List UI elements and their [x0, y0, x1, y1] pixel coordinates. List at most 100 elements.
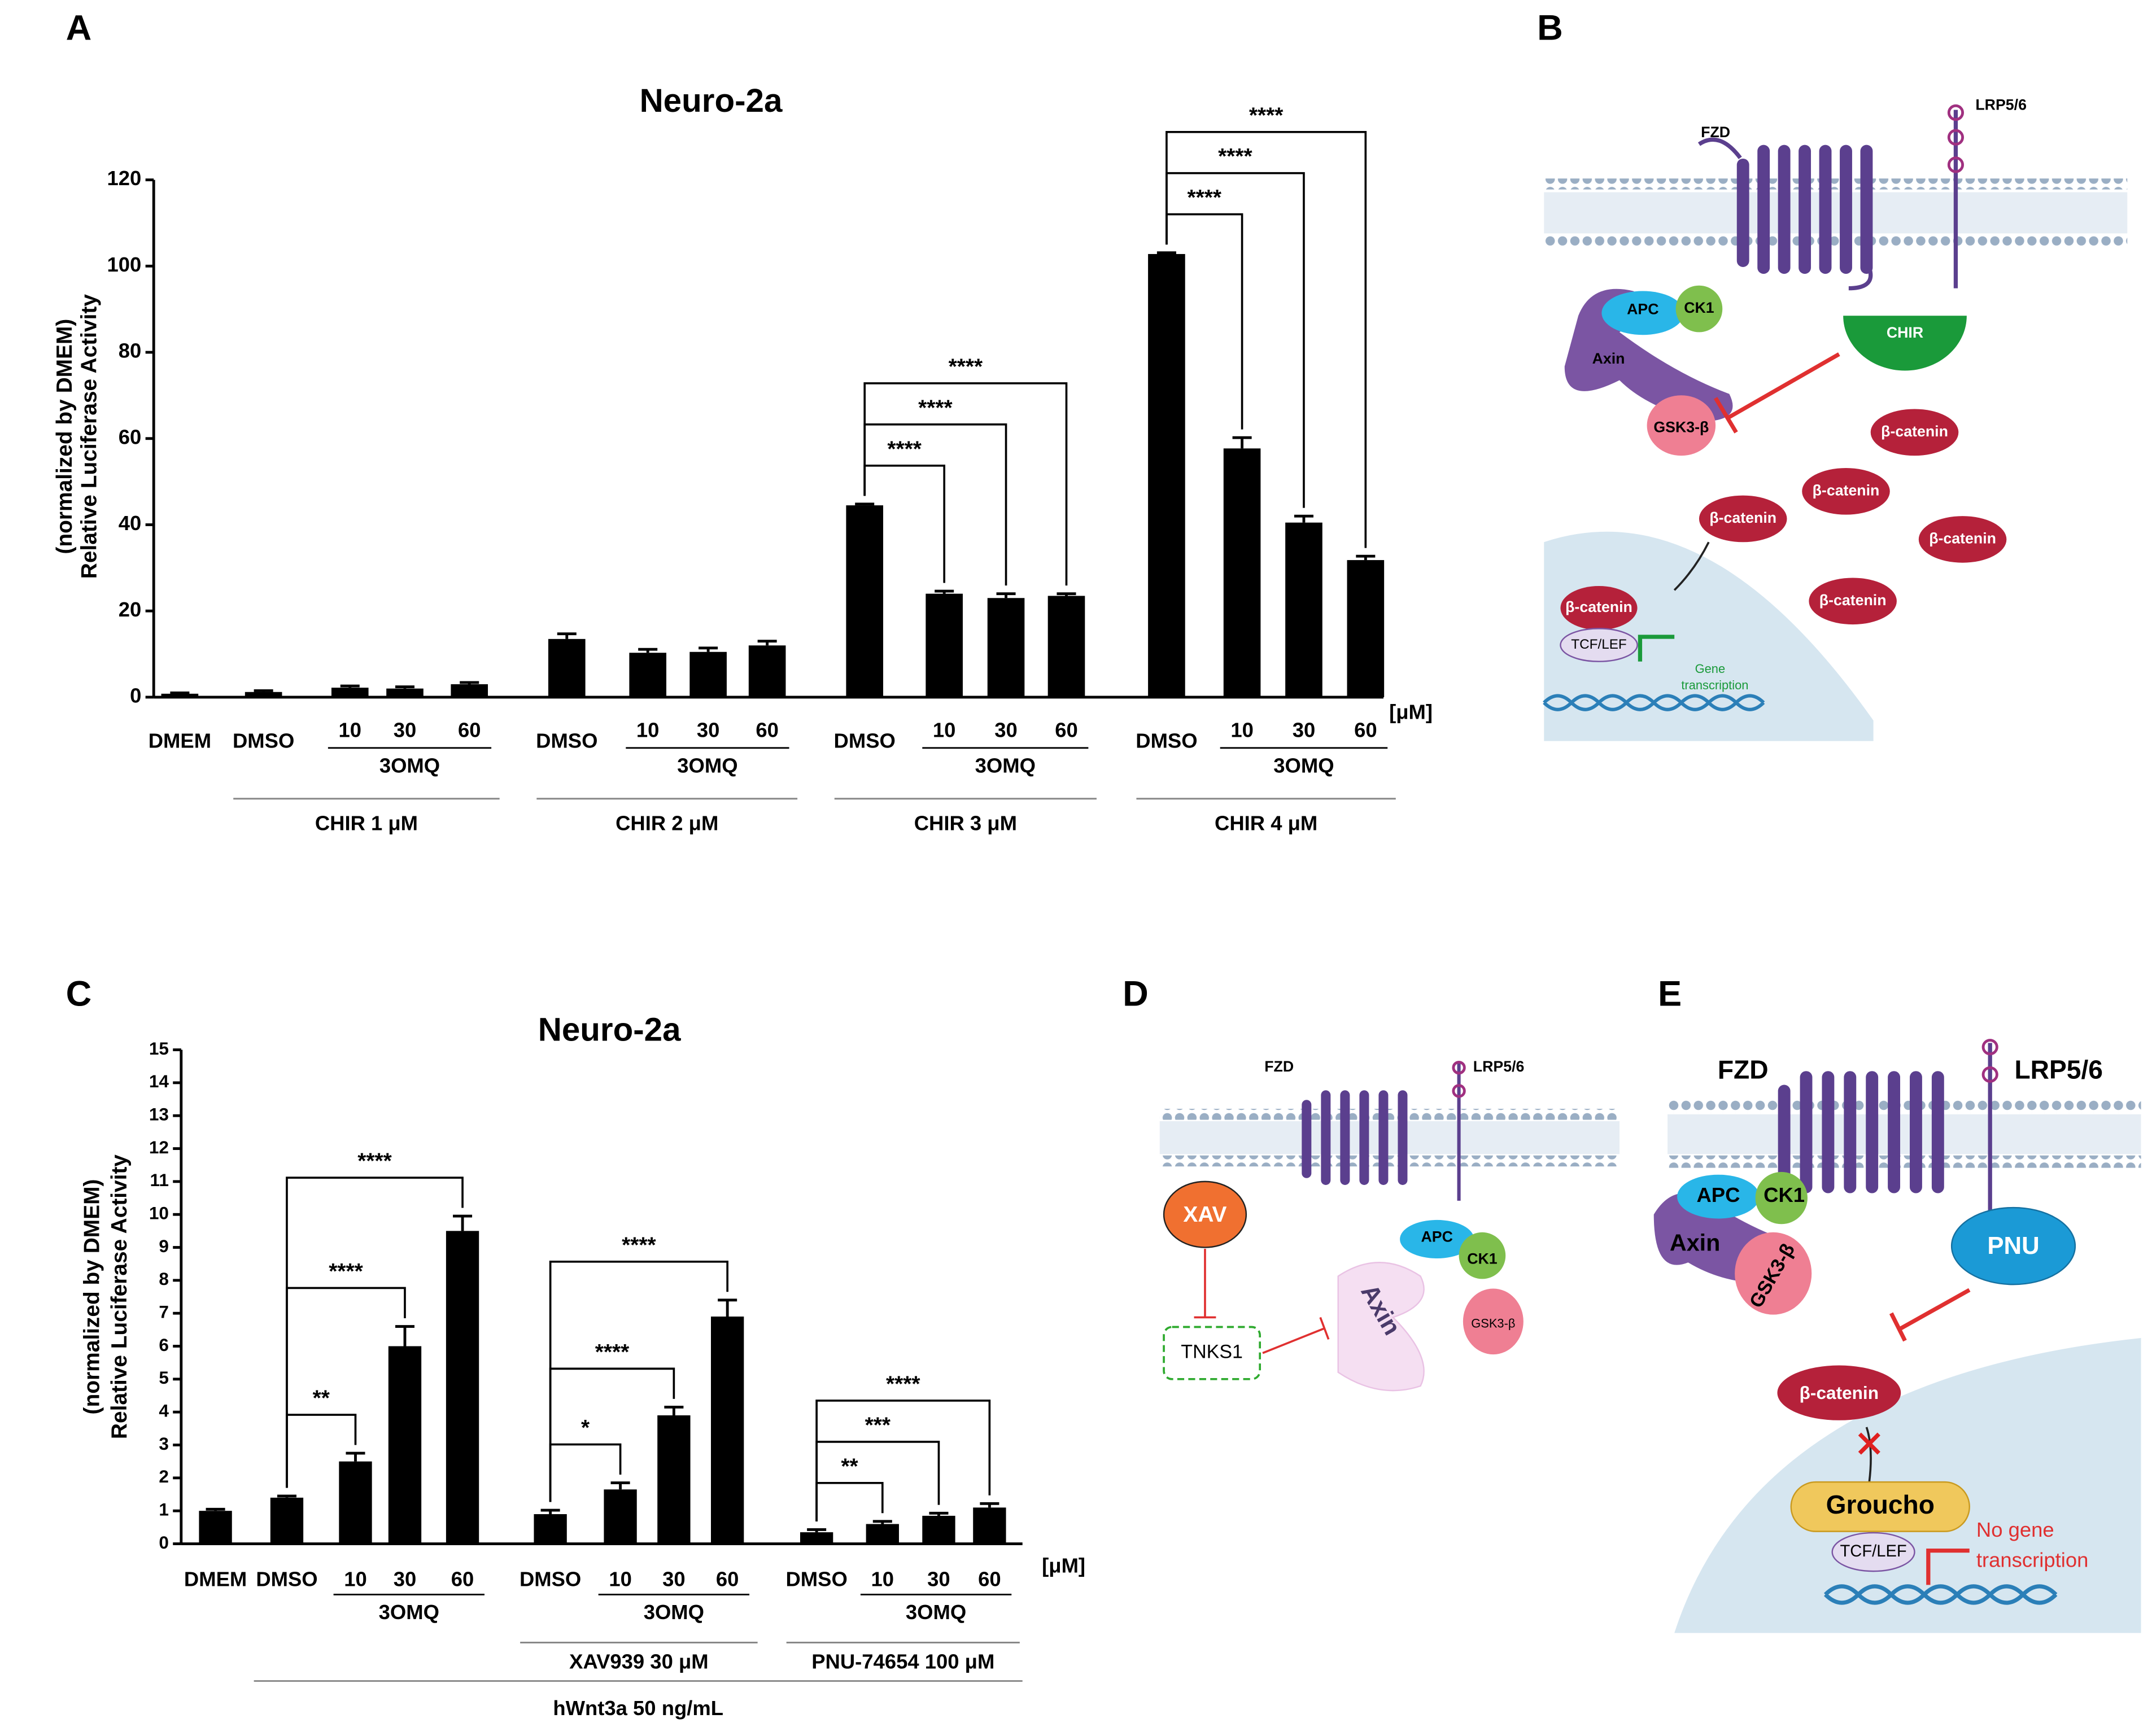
- y-tick-label: 6: [159, 1335, 169, 1355]
- bar: [926, 593, 963, 697]
- tcf-lef: [1831, 1532, 1915, 1572]
- x-tick-label: 30: [697, 718, 720, 741]
- arrow: [1638, 635, 1675, 662]
- bar: [748, 645, 786, 697]
- beta-catenin: [1870, 409, 1959, 456]
- bar: [800, 1532, 833, 1544]
- panel-letter: C: [66, 974, 92, 1013]
- x-tick-label: 60: [1055, 718, 1078, 741]
- significance-label: **: [841, 1454, 858, 1479]
- x-tick-label: 30: [1293, 718, 1316, 741]
- group-label: 3OMQ: [379, 1601, 439, 1624]
- label: TCF/LEF: [1571, 637, 1627, 652]
- gsk3b: [1735, 1232, 1812, 1315]
- label: β-catenin: [1881, 423, 1948, 440]
- beta-catenin: [1777, 1365, 1901, 1420]
- significance-label: ****: [918, 396, 953, 420]
- label: CHIR: [1887, 324, 1923, 341]
- y-tick-label: 5: [159, 1367, 169, 1388]
- y-tick-label: 14: [149, 1071, 169, 1091]
- bar: [866, 1524, 899, 1544]
- y-tick-label: 7: [159, 1302, 169, 1322]
- y-tick-label: 15: [149, 1038, 169, 1059]
- x-tick-label: DMSO: [1136, 729, 1197, 753]
- group-label: 3OMQ: [1273, 754, 1334, 777]
- fzd-receptor: [1778, 1071, 1944, 1193]
- label: β-catenin: [1819, 592, 1887, 609]
- significance-label: ***: [865, 1413, 891, 1437]
- fzd-receptor: [1302, 1090, 1408, 1185]
- bar: [657, 1415, 691, 1544]
- y-tick-label: 12: [149, 1137, 169, 1157]
- membrane: [1544, 236, 2128, 247]
- x-tick-label: 30: [927, 1568, 950, 1591]
- y-tick-label: 40: [119, 511, 142, 535]
- panel-letter: D: [1123, 974, 1149, 1013]
- bar: [1347, 560, 1385, 697]
- x-tick-label: 60: [756, 718, 779, 741]
- label: CK1: [1763, 1183, 1805, 1206]
- y-tick-label: 20: [119, 598, 142, 621]
- label: LRP5/6: [1975, 96, 2027, 113]
- x-tick-label: 10: [344, 1568, 367, 1591]
- membrane: [1544, 178, 2128, 190]
- group-label: PNU-74654 100 μM: [811, 1650, 994, 1673]
- group-label: hWnt3a 50 ng/mL: [553, 1696, 723, 1720]
- apc: [1400, 1219, 1474, 1258]
- x-unit-label: [μM]: [1042, 1554, 1085, 1577]
- x-tick-label: 30: [662, 1568, 686, 1591]
- significance-label: **: [313, 1387, 330, 1411]
- label: FZD: [1701, 124, 1730, 141]
- significance-bracket: [815, 1481, 884, 1521]
- label: β-catenin: [1565, 598, 1632, 615]
- label: Gene: [1695, 662, 1725, 676]
- x-tick-label: DMSO: [256, 1568, 317, 1591]
- x-tick-label: 60: [1354, 718, 1377, 741]
- label: β-catenin: [1709, 509, 1776, 526]
- significance-label: ****: [886, 1372, 920, 1396]
- gsk3b: [1463, 1288, 1524, 1355]
- bar: [1047, 596, 1085, 697]
- arrow: [1865, 1427, 1872, 1483]
- label: transcription: [1976, 1549, 2088, 1572]
- x-tick-label: DMSO: [233, 729, 294, 753]
- bar: [199, 1511, 232, 1544]
- significance-label: ****: [1249, 103, 1284, 128]
- x-tick-label: DMEM: [184, 1568, 247, 1591]
- y-tick-label: 80: [119, 339, 142, 362]
- panel-letter: E: [1658, 974, 1682, 1013]
- bar: [922, 1515, 955, 1544]
- beta-catenin: [1802, 468, 1890, 515]
- y-tick-label: 13: [149, 1104, 169, 1125]
- diagram-d: FZD LRP5/6 XAV TNKS1 Axin APC CK1 GSK3-β: [1159, 1058, 1620, 1392]
- y-tick-label: 100: [107, 253, 142, 276]
- bar: [604, 1489, 637, 1544]
- arrow: [1673, 541, 1710, 591]
- lrp-bead: [1947, 129, 1965, 146]
- beta-catenin: [1560, 586, 1638, 630]
- x-tick-label: DMSO: [536, 729, 597, 753]
- lrp-bead: [1947, 156, 1965, 173]
- significance-bracket: [815, 1400, 991, 1521]
- label: APC: [1696, 1183, 1740, 1206]
- y-tick-label: 0: [159, 1532, 169, 1553]
- panel-letter: B: [1537, 8, 1563, 47]
- bar: [245, 692, 282, 697]
- x-tick-label: DMSO: [785, 1568, 847, 1591]
- group-label: 3OMQ: [677, 754, 737, 777]
- membrane: [1544, 192, 2128, 234]
- apc: [1677, 1174, 1760, 1219]
- label: APC: [1421, 1228, 1453, 1245]
- group-label: CHIR 1 μM: [315, 812, 418, 835]
- axin: [1337, 1262, 1425, 1392]
- y-tick-label: 120: [107, 167, 142, 190]
- bar: [629, 653, 667, 697]
- y-axis-label: (normalized by DMEM): [53, 319, 77, 554]
- y-tick-label: 3: [159, 1433, 169, 1454]
- bar: [534, 1514, 567, 1544]
- x-unit-label: [μM]: [1389, 701, 1433, 724]
- label: β-catenin: [1800, 1383, 1879, 1403]
- x-tick-label: 10: [609, 1568, 632, 1591]
- label: CK1: [1684, 299, 1714, 316]
- significance-bracket: [863, 382, 1068, 586]
